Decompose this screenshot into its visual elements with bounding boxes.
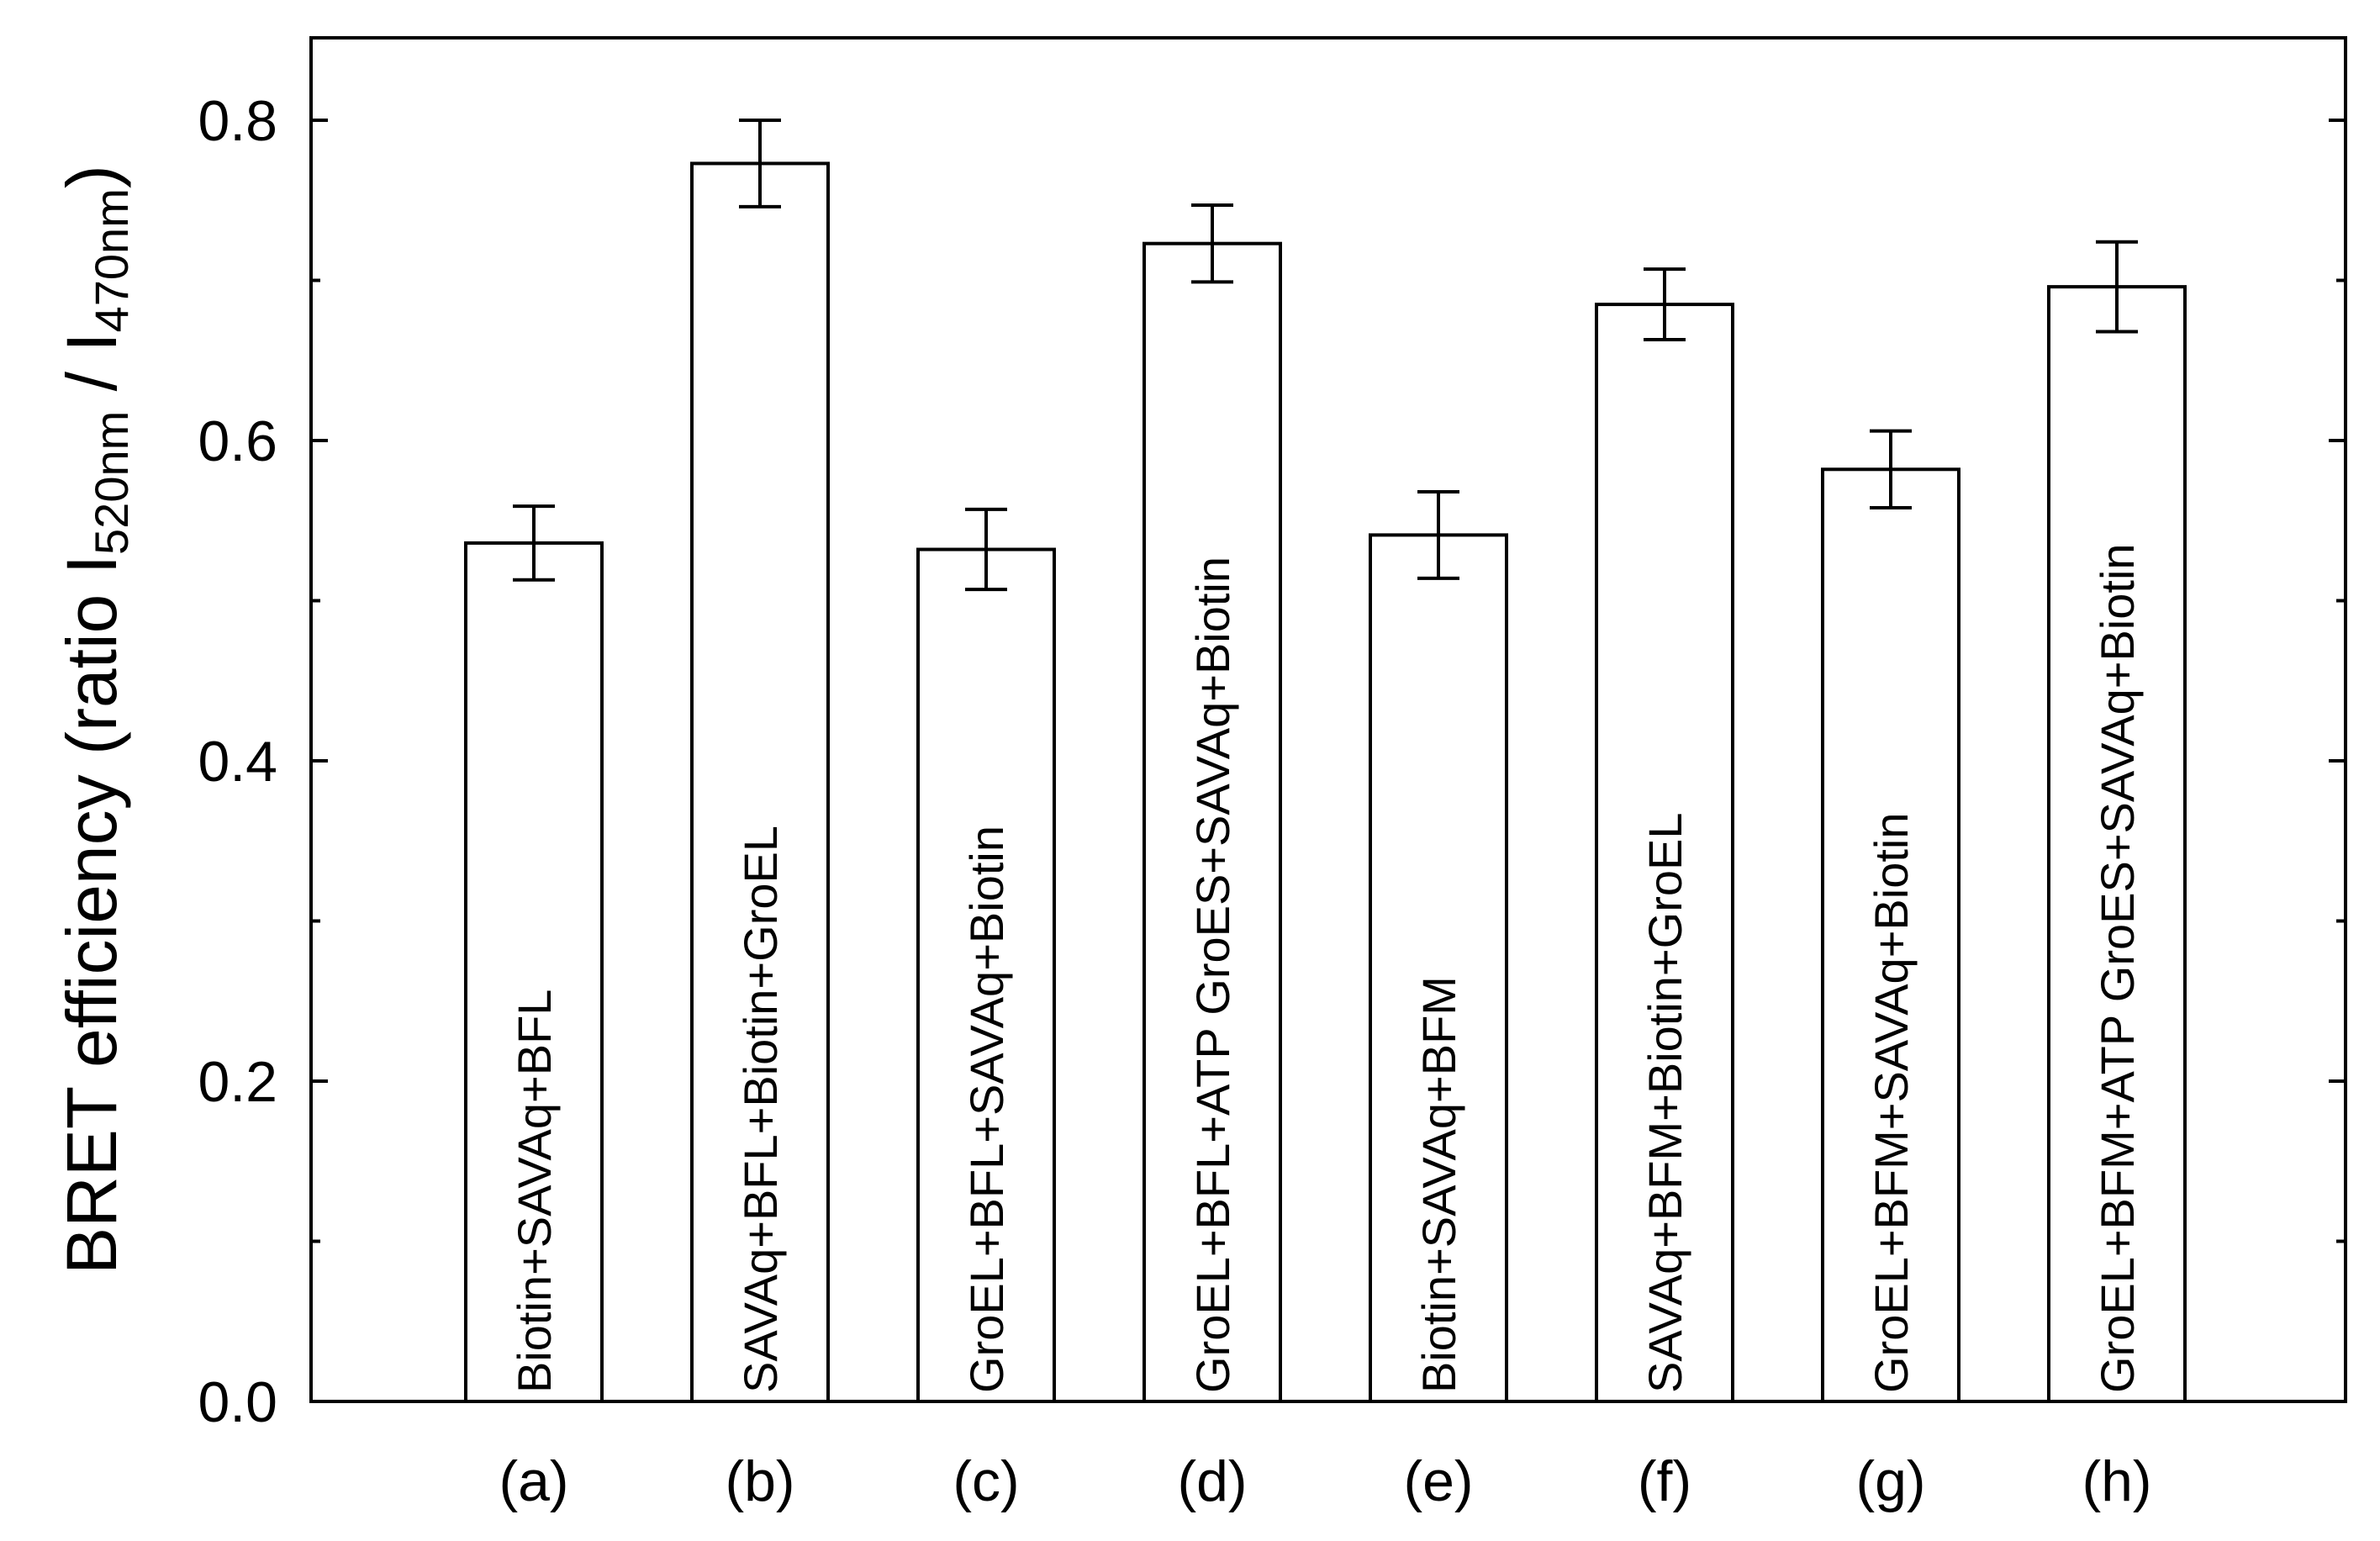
category-label-1: (a) [499, 1449, 568, 1513]
y-tick-label-4: 0.8 [198, 89, 277, 153]
category-label-3: (c) [953, 1449, 1019, 1513]
bar-label-3: GroEL+BFL+SAVAq+Biotin [960, 826, 1013, 1393]
y-axis-label-end: ) [52, 165, 131, 188]
y-axis-label-main: BRET efficiency (ratio I [52, 555, 131, 1274]
category-label-7: (g) [1855, 1449, 1925, 1513]
bar-label-4: GroEL+BFL+ATP GroES+SAVAq+Biotin [1186, 557, 1239, 1393]
bar-8 [2047, 285, 2187, 1403]
y-tick-label-1: 0.2 [198, 1050, 277, 1114]
plot-frame [309, 36, 2347, 1403]
bar-label-8: GroEL+BFM+ATP GroES+SAVAq+Biotin [2091, 543, 2144, 1393]
y-axis-label-sub2: 470nm [85, 188, 138, 332]
bars-layer [464, 119, 2187, 1404]
category-label-5: (e) [1403, 1449, 1473, 1513]
bar-label-5: Biotin+SAVAq+BFM [1412, 976, 1465, 1393]
bar-label-6: SAVAq+BFM+Biotin+GroEL [1639, 813, 1691, 1393]
y-tick-label-3: 0.6 [198, 409, 277, 473]
category-label-4: (d) [1177, 1449, 1247, 1513]
bar-label-2: SAVAq+BFL+Biotin+GroEL [734, 826, 787, 1393]
bar-6 [1595, 303, 1734, 1404]
bar-label-7: GroEL+BFM+SAVAq+Biotin [1865, 813, 1918, 1393]
bar-5 [1369, 533, 1508, 1403]
category-label-2: (b) [725, 1449, 794, 1513]
bar-1 [464, 541, 604, 1403]
ticks-layer [311, 119, 2346, 1403]
category-label-8: (h) [2082, 1449, 2151, 1513]
category-label-6: (f) [1638, 1449, 1691, 1513]
y-axis-label-mid: / I [52, 332, 131, 410]
y-axis-label-sub1: 520nm [85, 411, 138, 555]
bar-7 [1821, 467, 1960, 1403]
bar-3 [916, 547, 1056, 1403]
labels-layer: Biotin+SAVAq+BFL (a) SAVAq+BFL+Biotin+GroE… [198, 89, 2151, 1513]
y-tick-label-2: 0.4 [198, 730, 277, 794]
y-tick-label-0: 0.0 [198, 1370, 277, 1434]
y-axis-label: BRET efficiency (ratio I520nm / I470nm) [52, 165, 138, 1274]
bar-label-1: Biotin+SAVAq+BFL [508, 990, 561, 1393]
bar-4 [1143, 241, 1282, 1403]
